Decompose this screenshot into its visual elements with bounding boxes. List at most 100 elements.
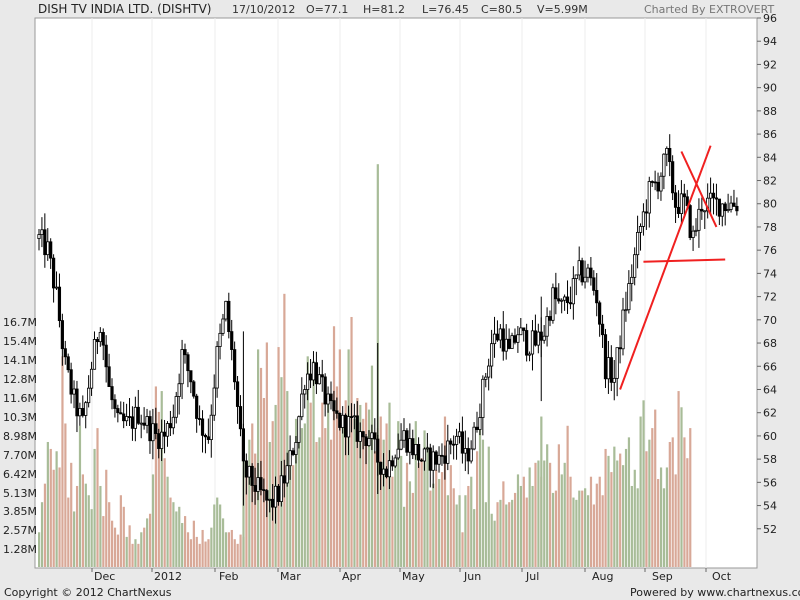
candle-body xyxy=(224,300,228,320)
candle-body xyxy=(530,330,535,355)
candle-body xyxy=(130,416,135,429)
volume-bar xyxy=(403,506,406,567)
volume-bar xyxy=(181,523,184,567)
volume-bar xyxy=(689,428,692,567)
candle-body xyxy=(472,426,476,450)
candle-body xyxy=(343,414,348,438)
volume-bar xyxy=(581,490,584,567)
price-tick-label: 58 xyxy=(763,453,777,466)
candle-body xyxy=(364,436,368,447)
candle-body xyxy=(250,465,254,486)
candle-body xyxy=(183,349,187,356)
volume-bar xyxy=(318,437,321,567)
volume-bar xyxy=(496,502,499,567)
candle-body xyxy=(329,393,333,402)
candle-body xyxy=(431,451,435,471)
candle-body xyxy=(186,354,190,372)
candle-body xyxy=(43,229,47,256)
volume-bar xyxy=(52,469,55,567)
volume-bar xyxy=(172,502,175,567)
candle-body xyxy=(606,357,611,380)
low-readout: L=76.45 xyxy=(422,3,469,16)
candle-body xyxy=(630,276,634,284)
candle-body xyxy=(294,442,298,455)
volume-bar xyxy=(566,425,569,567)
volume-bar xyxy=(335,386,339,567)
candle-body xyxy=(311,362,316,381)
volume-bar xyxy=(245,476,248,567)
volume-bar xyxy=(236,543,239,567)
candle-body xyxy=(586,267,590,278)
volume-bar xyxy=(382,439,385,567)
volume-bar xyxy=(99,485,102,567)
candle-body xyxy=(40,229,44,236)
volume-bar xyxy=(210,527,213,567)
candle-body xyxy=(691,230,695,238)
candle-body xyxy=(133,406,137,429)
volume-bar xyxy=(370,365,374,567)
candle-body xyxy=(527,353,532,356)
candle-body xyxy=(656,181,660,192)
volume-bar xyxy=(662,488,666,567)
volume-bar xyxy=(75,485,79,567)
trendlines xyxy=(619,145,726,390)
volume-bar xyxy=(184,516,187,567)
volume-bar xyxy=(391,476,394,567)
volume-tick-label: 7.70M xyxy=(3,449,37,462)
candle-body xyxy=(148,416,152,442)
volume-bar xyxy=(239,534,242,567)
candle-body xyxy=(428,447,432,471)
volume-bar xyxy=(201,529,204,567)
price-tick-label: 56 xyxy=(763,476,777,489)
candle-body xyxy=(54,286,59,289)
volume-bar xyxy=(160,391,163,567)
volume-bar xyxy=(426,446,429,567)
powered-by-link[interactable]: Powered by www.chartnexus.com xyxy=(630,586,800,599)
candle-body xyxy=(641,211,646,227)
candle-body xyxy=(411,438,415,456)
volume-bar xyxy=(642,400,645,567)
volume-bar xyxy=(111,520,114,567)
volume-tick-label: 1.28M xyxy=(3,543,37,556)
candle-body xyxy=(408,438,412,453)
candle-body xyxy=(98,332,102,343)
candle-body xyxy=(379,461,383,475)
candle-body xyxy=(265,490,269,501)
price-tick-label: 52 xyxy=(763,523,777,536)
candle-body xyxy=(381,468,386,475)
volume-bar xyxy=(537,460,540,567)
candle-body xyxy=(306,373,310,390)
volume-bar xyxy=(569,476,572,567)
volume-bar xyxy=(636,488,639,567)
candle-body xyxy=(416,443,421,461)
x-tick-label: Oct xyxy=(712,570,732,583)
volume-bar xyxy=(300,428,303,567)
candle-body xyxy=(308,373,313,381)
volume-bar xyxy=(55,451,58,567)
copyright-text: Copyright © 2012 ChartNexus xyxy=(4,586,172,599)
candle-body xyxy=(89,368,94,389)
candle-body xyxy=(60,320,64,350)
candle-body xyxy=(253,485,257,492)
candle-body xyxy=(338,412,342,428)
volume-bar xyxy=(373,451,376,567)
volume-bar xyxy=(630,485,633,567)
candle-body xyxy=(37,234,41,239)
candle-body xyxy=(116,408,120,414)
candle-body xyxy=(589,267,593,279)
candle-body xyxy=(52,257,56,289)
volume-bar xyxy=(443,416,447,567)
candle-body xyxy=(273,485,278,508)
candle-body xyxy=(113,399,117,409)
volume-bar xyxy=(589,476,593,567)
volume-bar xyxy=(186,532,190,567)
candle-body xyxy=(256,477,260,492)
candle-body xyxy=(72,388,76,395)
volume-tick-label: 5.13M xyxy=(3,487,37,500)
candle-body xyxy=(165,423,170,437)
candle-body xyxy=(200,418,205,436)
candle-body xyxy=(174,396,178,418)
volume-bar xyxy=(493,520,496,567)
volume-bar xyxy=(108,502,111,567)
candle-body xyxy=(457,431,462,437)
